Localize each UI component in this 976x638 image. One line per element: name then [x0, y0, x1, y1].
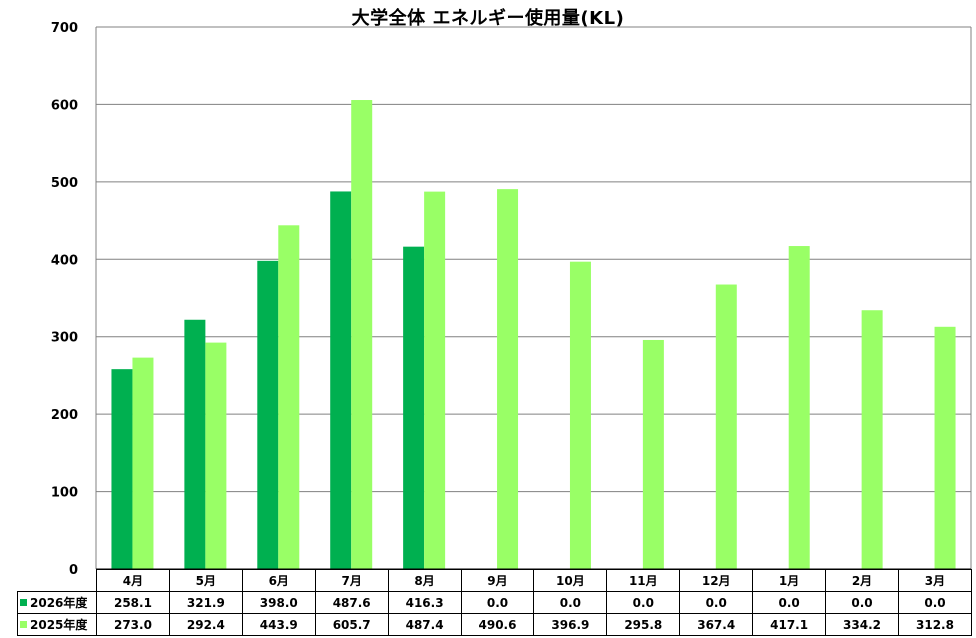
bar-previous	[351, 100, 373, 570]
y-tick-label: 300	[51, 331, 78, 346]
bar-current	[403, 246, 425, 569]
y-tick-label: 700	[51, 21, 78, 36]
legend-label: 2025年度	[30, 618, 88, 632]
data-label: 0.0	[825, 591, 899, 614]
bar-previous	[788, 246, 810, 570]
table-series-row: 2025年度 273.0 292.4 443.9 605.7 487.4 490.6 396…	[17, 613, 973, 636]
bar-previous	[934, 326, 956, 569]
data-label: 487.4	[387, 613, 462, 636]
data-label: 398.0	[241, 591, 316, 614]
y-tick-label: 200	[51, 408, 78, 423]
data-label: 605.7	[314, 613, 389, 636]
data-label: 273.0	[96, 613, 170, 636]
x-tick-label: 2月	[825, 569, 899, 592]
bar-current	[111, 369, 133, 569]
gridlines	[96, 26, 971, 493]
data-label: 312.8	[897, 613, 973, 636]
data-label: 443.9	[241, 613, 316, 636]
data-label: 0.0	[533, 591, 608, 614]
legend-swatch	[20, 621, 27, 628]
x-tick-label: 1月	[752, 569, 827, 592]
x-tick-label: 9月	[460, 569, 535, 592]
x-tick-label: 6月	[241, 569, 316, 592]
x-tick-label: 5月	[168, 569, 243, 592]
bar-previous	[569, 261, 591, 569]
data-label: 258.1	[96, 591, 170, 614]
chart-title: 大学全体 エネルギー使用量(KL)	[351, 8, 625, 29]
bars	[111, 100, 956, 570]
y-tick-label: 400	[51, 253, 78, 268]
x-tick-label: 7月	[314, 569, 389, 592]
data-table: 4月 5月 6月 7月 8月 9月 10月 11月 12月 1月 2月 3月 2026年度 258.1…	[17, 569, 973, 636]
data-label: 0.0	[606, 591, 681, 614]
y-tick-label: 500	[51, 176, 78, 191]
plot-frame	[95, 27, 972, 570]
data-label: 490.6	[460, 613, 535, 636]
bar-previous	[132, 357, 154, 569]
y-tick-label: 600	[51, 98, 78, 113]
data-label: 0.0	[897, 591, 973, 614]
data-label: 416.3	[387, 591, 462, 614]
bar-previous	[424, 191, 446, 569]
data-label: 487.6	[314, 591, 389, 614]
bar-previous	[497, 189, 519, 569]
x-tick-label: 10月	[533, 569, 608, 592]
data-label: 367.4	[679, 613, 754, 636]
data-label: 396.9	[533, 613, 608, 636]
x-tick-label: 8月	[387, 569, 462, 592]
legend-label: 2026年度	[30, 596, 88, 610]
legend-entry: 2026年度	[17, 591, 97, 614]
data-label: 295.8	[606, 613, 681, 636]
x-tick-label: 3月	[897, 569, 973, 592]
y-axis-ticks: 0 100 200 300 400 500 600 700	[51, 21, 78, 578]
data-label: 0.0	[679, 591, 754, 614]
data-label: 292.4	[168, 613, 243, 636]
bar-previous	[205, 342, 227, 569]
bar-previous	[642, 339, 664, 569]
table-series-row: 2026年度 258.1 321.9 398.0 487.6 416.3 0.0 0.0 0.…	[17, 591, 973, 614]
x-tick-label: 12月	[679, 569, 754, 592]
data-label: 334.2	[825, 613, 899, 636]
legend-entry: 2025年度	[17, 613, 97, 636]
x-tick-label: 4月	[96, 569, 170, 592]
bar-previous	[861, 310, 883, 569]
bar-previous	[278, 225, 300, 570]
bar-current	[257, 260, 279, 569]
data-label: 417.1	[752, 613, 827, 636]
bar-previous	[715, 284, 737, 569]
data-label: 0.0	[752, 591, 827, 614]
y-tick-label: 100	[51, 486, 78, 501]
data-label: 0.0	[460, 591, 535, 614]
legend-swatch	[20, 599, 27, 606]
table-corner	[18, 570, 97, 592]
bar-current	[184, 319, 206, 569]
data-label: 321.9	[168, 591, 243, 614]
table-category-row: 4月 5月 6月 7月 8月 9月 10月 11月 12月 1月 2月 3月	[18, 569, 973, 592]
x-tick-label: 11月	[606, 569, 681, 592]
y-tick-label: 0	[69, 563, 78, 578]
bar-current	[330, 191, 352, 569]
